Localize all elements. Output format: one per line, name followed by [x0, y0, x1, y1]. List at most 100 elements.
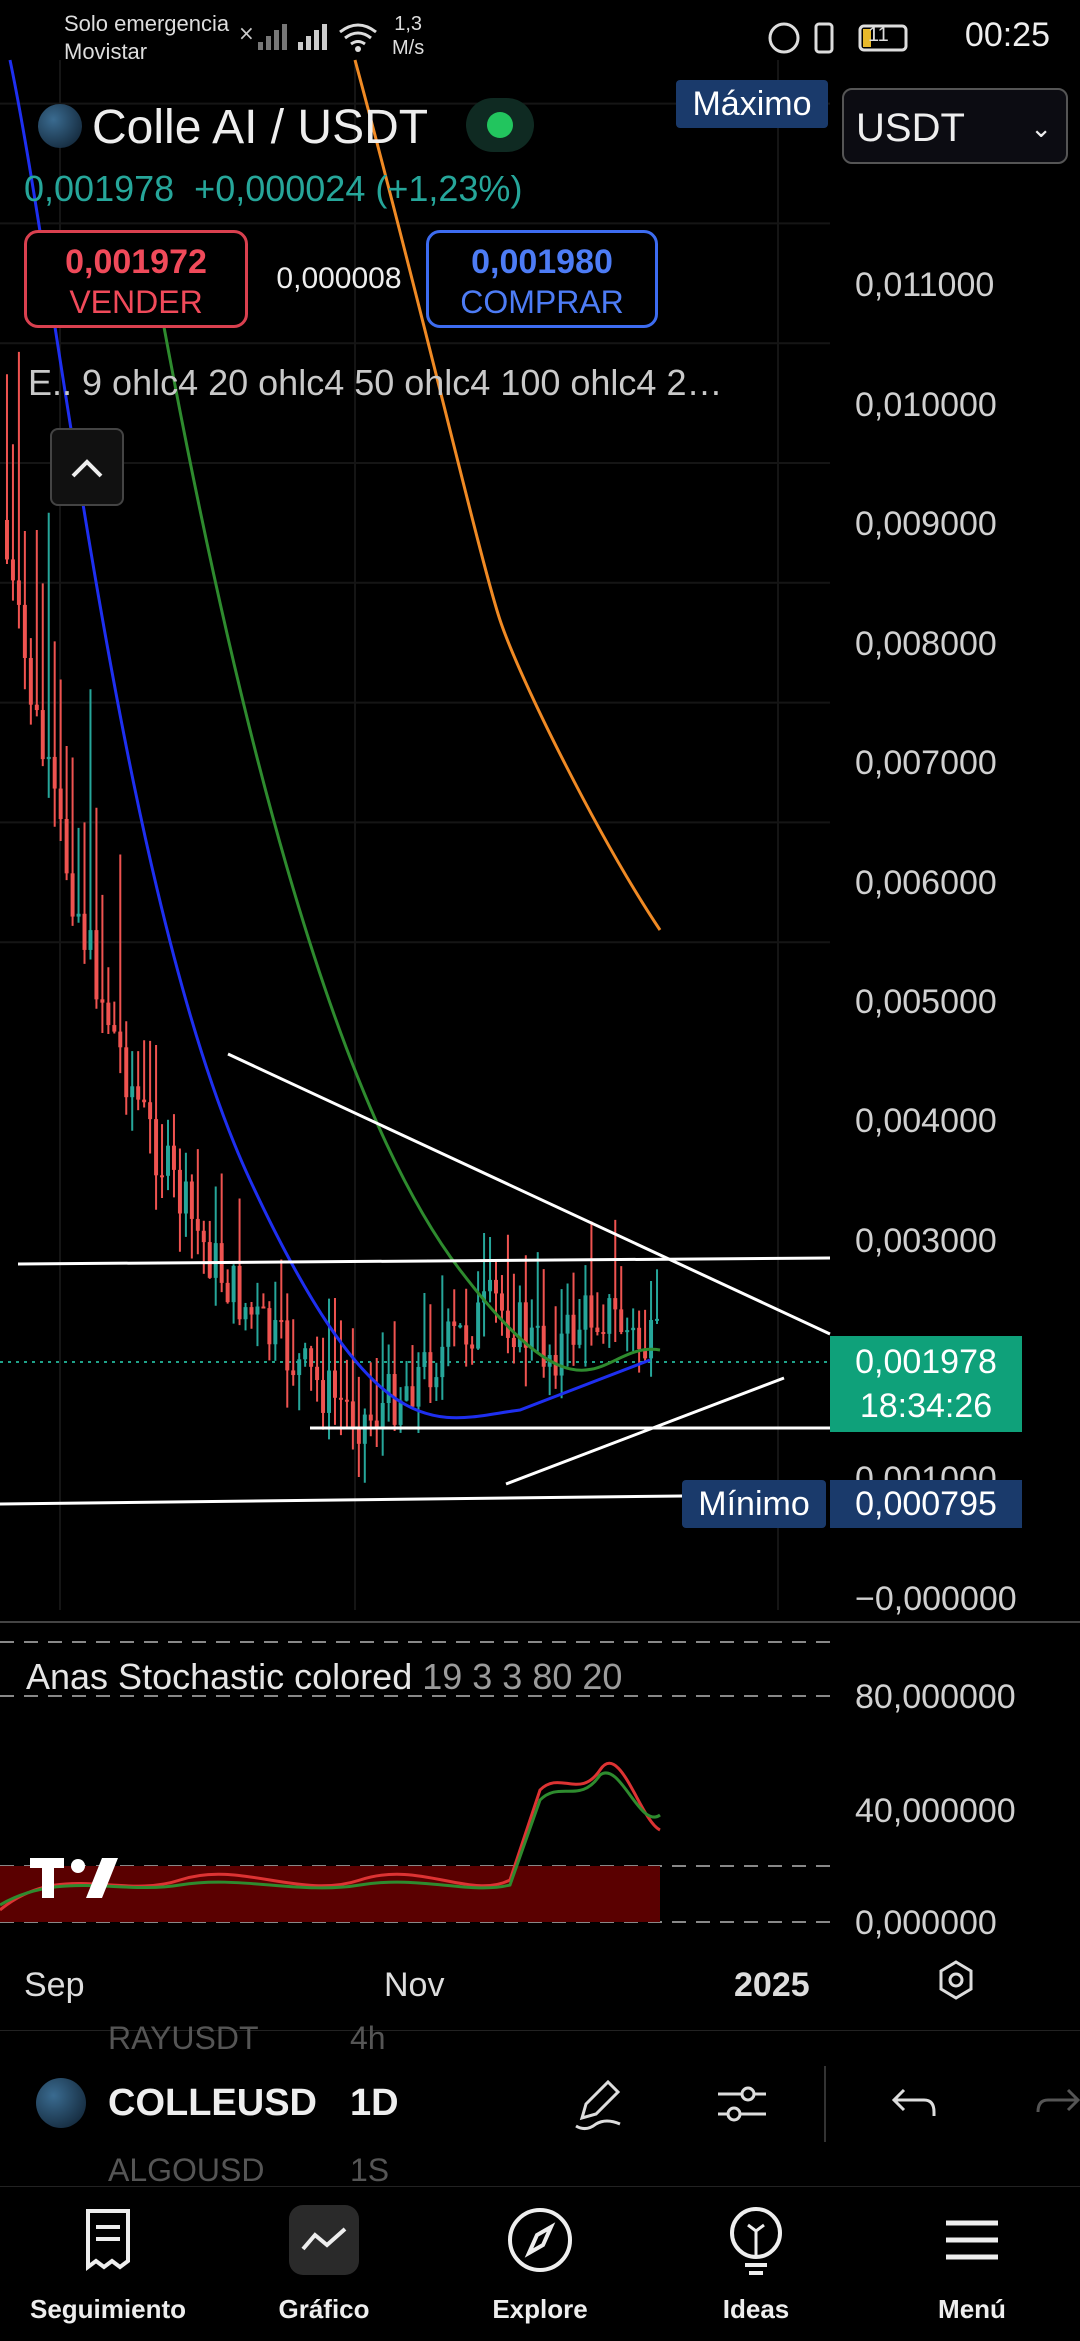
sell-price: 0,001972: [65, 243, 207, 281]
candle-body: [273, 1320, 278, 1345]
minimum-line: [0, 1494, 683, 1506]
network-speed: 1,3 M/s: [392, 12, 424, 60]
toolbar-divider: [824, 2066, 826, 2142]
candle-body: [40, 710, 45, 760]
redo-icon[interactable]: [1030, 2074, 1080, 2134]
candle-body: [637, 1327, 642, 1350]
candle-body: [559, 1333, 564, 1376]
undo-icon[interactable]: [882, 2074, 942, 2134]
sell-button[interactable]: 0,001972 VENDER: [24, 230, 248, 328]
gear-icon[interactable]: [934, 1958, 978, 2002]
pair-title[interactable]: Colle AI / USDT: [92, 101, 429, 154]
ghost-tf-bottom: 1S: [350, 2152, 390, 2188]
candle-body: [380, 1403, 385, 1427]
candle-body: [124, 1047, 129, 1098]
candle-body: [434, 1377, 439, 1388]
currency-value: USDT: [856, 106, 965, 150]
candle-body: [195, 1218, 200, 1231]
candle-body: [583, 1295, 588, 1330]
vibrate-icon: [814, 22, 834, 54]
currency-select[interactable]: USDT ⌄: [842, 88, 1068, 164]
sell-label: VENDER: [69, 284, 203, 320]
candle-body: [34, 704, 39, 711]
sliders-icon[interactable]: [712, 2074, 772, 2134]
candle-body: [285, 1320, 290, 1371]
status-icons: [768, 22, 908, 54]
candle-body: [446, 1321, 451, 1347]
nav-label: Gráfico: [278, 2294, 370, 2324]
nav-label: Explore: [492, 2294, 588, 2324]
candle-body: [333, 1370, 337, 1398]
indicators-legend[interactable]: E.. 9 ohlc4 20 ohlc4 50 ohlc4 100 ohlc4 …: [28, 362, 723, 403]
candle-body: [511, 1337, 516, 1348]
nav-explore[interactable]: Explore: [450, 2200, 630, 2325]
price-tick: 0,004000: [855, 1102, 997, 1140]
price-tick: 0,003000: [855, 1222, 997, 1260]
symbol-logo-icon: [36, 2078, 86, 2128]
candle-body: [213, 1243, 218, 1278]
status-bar: Solo emergencia Movistar × 1,3 M/s 11 00…: [0, 0, 1080, 80]
price-tick: 0,006000: [855, 864, 997, 902]
timeframe-selector[interactable]: 1D: [350, 2082, 399, 2124]
candle-body: [565, 1314, 570, 1334]
pencil-icon[interactable]: [568, 2074, 628, 2134]
candle-body: [541, 1325, 546, 1367]
candle-body: [601, 1331, 606, 1334]
candlesticks: [5, 351, 659, 1483]
price-row: 0,001978 +0,000024 (+1,23%): [24, 168, 522, 210]
spread-value: 0,000008: [276, 262, 402, 295]
candle-body: [118, 1031, 123, 1048]
candle-body: [201, 1230, 206, 1243]
ghost-symbol-bottom: ALGOUSD: [108, 2152, 265, 2188]
symbol-selector[interactable]: COLLEUSD: [108, 2082, 317, 2124]
svg-text:×: ×: [238, 21, 255, 45]
candle-body: [607, 1298, 612, 1334]
candle-body: [231, 1265, 236, 1303]
candle-body: [464, 1325, 469, 1345]
tradingview-logo-icon: [30, 1852, 130, 1902]
min-label: Mínimo: [682, 1480, 826, 1528]
resistance-line: [17, 1256, 831, 1266]
candle-body: [649, 1320, 654, 1359]
candle-body: [94, 930, 99, 1000]
buy-price: 0,001980: [471, 243, 613, 281]
current-price-tag: 0,001978 18:34:26: [830, 1336, 1022, 1432]
candle-body: [350, 1401, 355, 1428]
market-status-dot-icon[interactable]: [466, 98, 534, 152]
candle-body: [183, 1181, 188, 1214]
candle-body: [64, 819, 69, 874]
buy-button[interactable]: 0,001980 COMPRAR: [426, 230, 658, 328]
nav-ideas[interactable]: Ideas: [666, 2200, 846, 2325]
candle-body: [303, 1348, 308, 1360]
candle-body: [523, 1302, 528, 1348]
candle-body: [529, 1327, 534, 1348]
candle-body: [368, 1414, 373, 1421]
candle-body: [243, 1307, 248, 1320]
nav-menu[interactable]: Menú: [882, 2200, 1062, 2325]
candle-body: [595, 1327, 600, 1332]
nav-grafico[interactable]: Gráfico: [234, 2200, 414, 2325]
candle-body: [476, 1302, 481, 1349]
candle-body: [142, 1099, 147, 1103]
price-tick: 0,009000: [855, 505, 997, 543]
price-tick: 0,011000: [855, 266, 994, 304]
watchlist-icon: [86, 2209, 130, 2271]
coin-logo-icon: [38, 104, 82, 148]
candle-body: [410, 1386, 415, 1407]
candle-body: [88, 930, 93, 950]
candle-body: [5, 520, 9, 560]
candle-body: [398, 1400, 403, 1425]
candle-body: [255, 1306, 260, 1315]
candle-body: [517, 1302, 522, 1348]
candle-body: [160, 1175, 165, 1178]
stoch-tick: 40,000000: [855, 1792, 1016, 1830]
chevron-up-icon[interactable]: [50, 428, 124, 506]
menu-icon: [946, 2220, 998, 2260]
nav-seguimiento[interactable]: Seguimiento: [18, 2200, 198, 2325]
stoch-tick: 0,000000: [855, 1904, 997, 1942]
candle-body: [22, 604, 27, 658]
stoch-k-line: [0, 1761, 661, 1912]
candle-body: [589, 1295, 594, 1328]
stochastic-legend[interactable]: Anas Stochastic colored 19 3 3 80 20: [26, 1656, 622, 1698]
price-tick: 0,007000: [855, 744, 997, 782]
